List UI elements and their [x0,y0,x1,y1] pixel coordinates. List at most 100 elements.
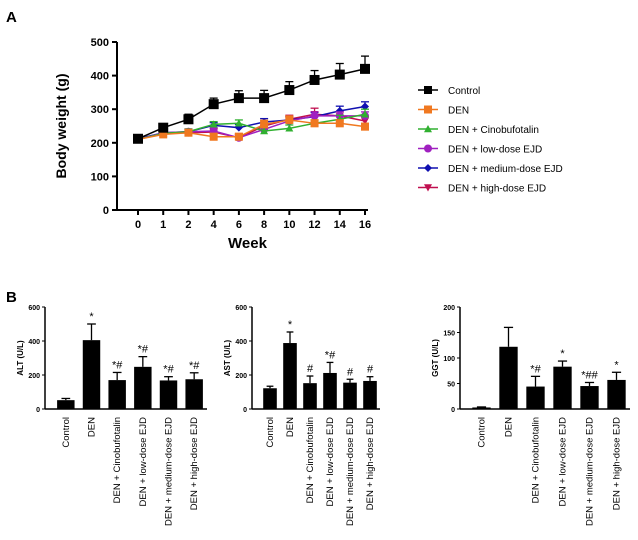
bar [303,383,317,409]
data-point [158,122,169,133]
data-point [159,130,168,139]
data-point [361,110,369,118]
bar [607,379,626,409]
category-label: DEN + low-dose EJD [138,417,149,507]
x-tick-label: 4 [211,219,218,231]
data-point [233,93,244,104]
x-tick-label: 6 [236,219,242,231]
significance-label: * [288,319,293,331]
data-point [285,115,294,124]
y-tick-label: 400 [235,339,247,346]
data-point [184,128,193,137]
data-point [259,93,270,104]
significance-label: *# [530,363,541,375]
legend-label: DEN [448,106,469,117]
y-tick-label: 100 [443,356,455,363]
significance-label: * [614,359,619,371]
bar [580,386,599,409]
category-label: Control [477,417,488,448]
significance-label: *## [581,369,598,381]
data-point [209,120,218,128]
data-point [361,102,369,111]
data-point [310,119,319,128]
x-tick-label: 2 [185,219,191,231]
y-tick-label: 300 [91,104,109,116]
bar [263,388,277,409]
category-label: DEN + high-dose EJD [612,417,623,510]
y-tick-label: 100 [91,171,109,183]
data-point [133,133,143,144]
category-label: DEN + high-dose EJD [365,417,376,510]
y-axis-title: Body weight (g) [53,74,69,179]
data-point [183,114,194,125]
data-point [260,120,269,129]
y-tick-label: 600 [235,305,247,312]
data-point [309,74,320,85]
legend-marker [424,125,432,133]
significance-label: # [307,363,314,375]
bar [363,380,377,409]
category-label: DEN + Cinobufotalin [531,417,542,503]
category-label: DEN [285,417,296,437]
x-tick-label: 8 [261,219,267,231]
y-tick-label: 500 [91,37,109,49]
y-tick-label: 400 [91,71,109,83]
x-tick-label: 16 [359,219,371,231]
y-tick-label: 200 [91,138,109,150]
y-tick-label: 150 [443,331,455,338]
data-point [335,119,344,128]
x-tick-label: 10 [283,219,295,231]
data-point [234,119,243,127]
y-axis-title: AST (U/L) [223,339,232,376]
legend-marker [424,164,432,172]
significance-label: *# [163,364,174,376]
y-tick-label: 0 [103,205,109,217]
y-tick-label: 0 [243,407,247,414]
data-point [209,132,218,141]
category-label: DEN + high-dose EJD [189,417,200,510]
data-point [334,69,345,80]
x-tick-label: 14 [334,219,347,231]
bar [343,382,357,409]
y-tick-label: 50 [447,382,455,389]
bar [553,366,572,409]
y-axis-title: GGT (U/L) [431,339,440,377]
y-tick-label: 600 [28,305,40,312]
y-tick-label: 200 [235,373,247,380]
data-point [361,122,369,131]
bar [323,372,337,409]
legend-label: DEN + low-dose EJD [448,145,542,156]
bar [499,346,518,409]
series-line [137,68,366,140]
y-tick-label: 200 [28,373,40,380]
y-axis-title: ALT (U/L) [16,340,25,376]
legend-marker [424,144,432,153]
bar [159,380,178,409]
legend-label: Control [448,86,480,97]
category-label: DEN + low-dose EJD [558,417,569,507]
bar [134,366,152,409]
x-axis-title: Week [228,235,268,252]
data-point [310,111,319,120]
significance-label: *# [189,360,200,372]
panel-label-b: B [6,289,17,306]
legend-label: DEN + medium-dose EJD [448,164,563,175]
x-tick-label: 0 [135,219,141,231]
category-label: Control [265,417,276,448]
data-point [360,63,370,74]
significance-label: * [560,348,565,360]
bar [526,386,545,409]
bar [108,380,126,409]
legend-label: DEN + high-dose EJD [448,184,546,195]
y-tick-label: 200 [443,305,455,312]
legend-label: DEN + Cinobufotalin [448,125,539,136]
category-label: DEN [87,417,98,437]
bar [472,407,491,409]
series-line [137,119,366,141]
data-point [284,85,295,96]
bar [82,340,101,409]
data-point [361,117,369,125]
data-point [285,124,294,132]
significance-label: # [367,364,374,376]
